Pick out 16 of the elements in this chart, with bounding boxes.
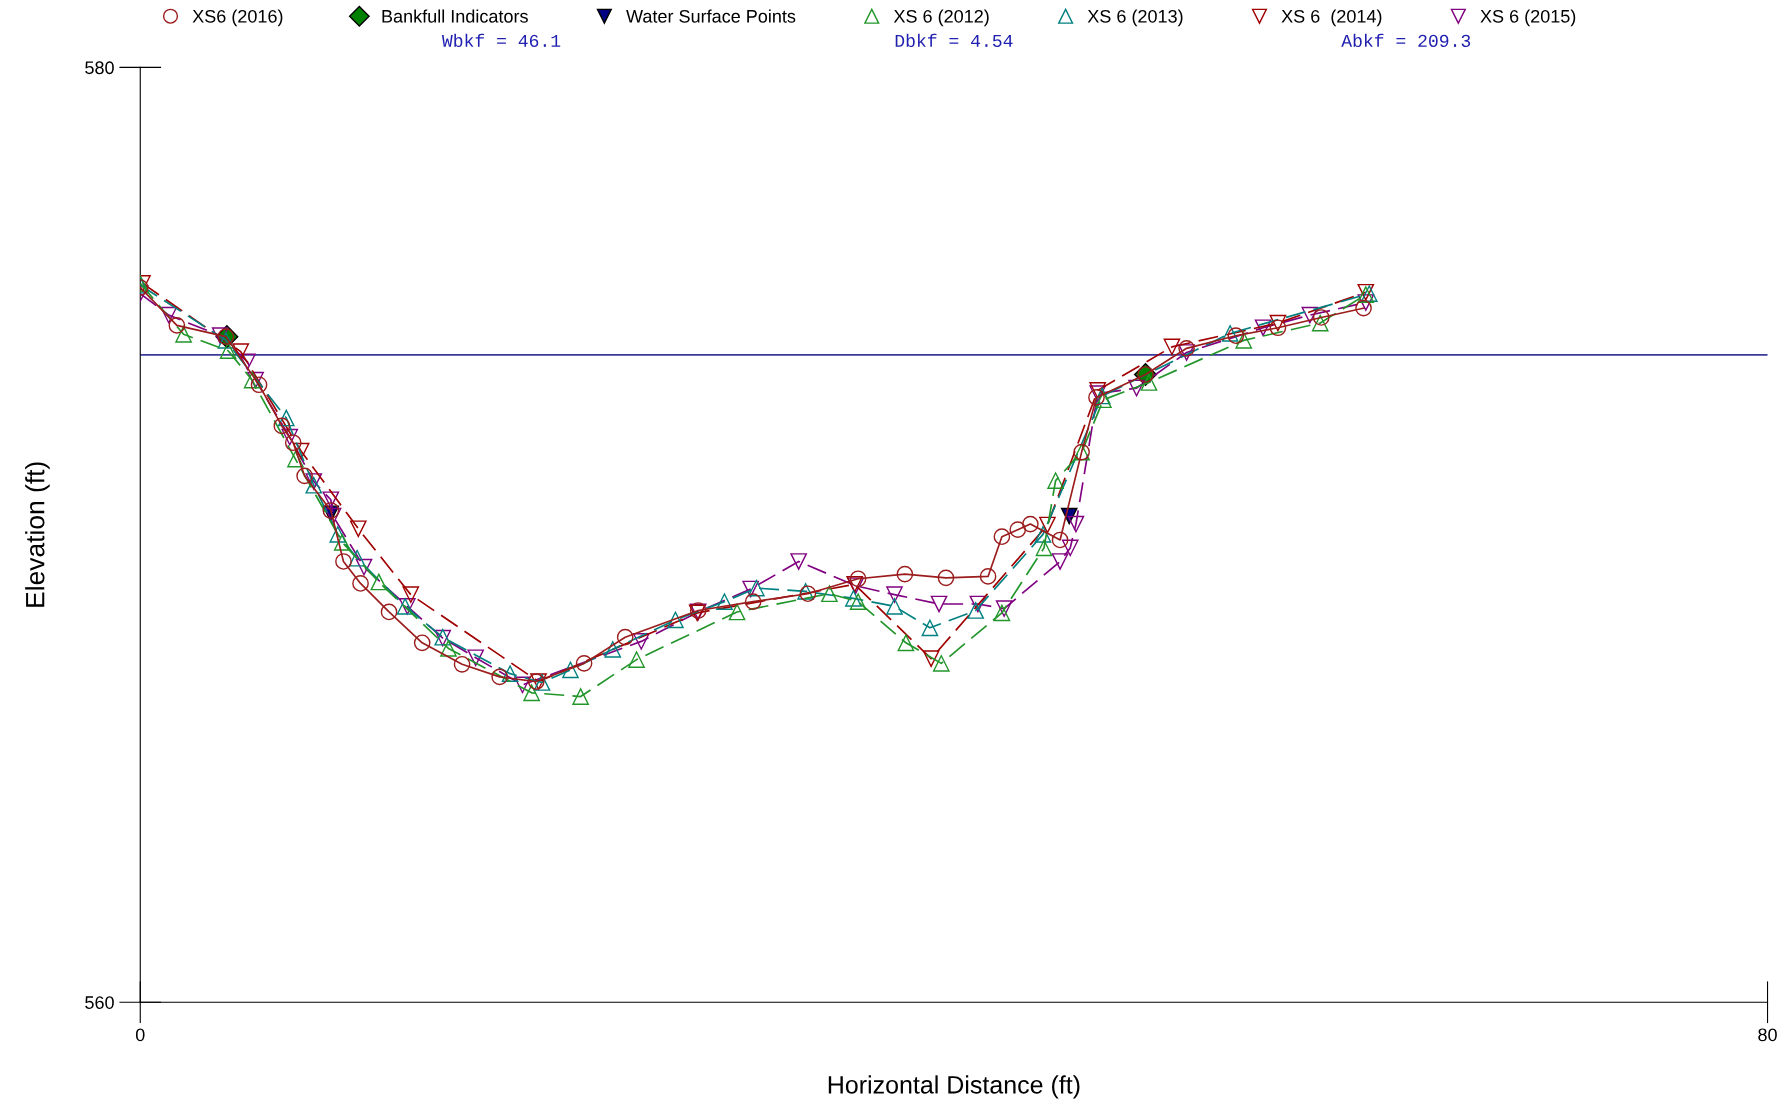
legend-label: XS 6 (2014) [1281,9,1382,27]
legend-label: XS 6 (2012) [893,9,989,27]
legend-label: XS6 (2016) [192,9,283,27]
text: Dbkf = 4.54 [895,33,1013,48]
x-tick-label: 80 [1758,1028,1777,1042]
x-axis-title: Horizontal Distance (ft) [828,1075,1080,1099]
legend-label: XS 6 (2013) [1087,9,1183,27]
legend-label: Water Surface Points [626,9,796,23]
y-tick-label: 560 [85,996,114,1009]
legend-label: Bankfull Indicators [382,9,528,23]
x-tick-label: 0 [135,1028,145,1042]
y-tick-label: 580 [85,61,114,75]
legend-label: XS 6 (2015) [1480,9,1576,27]
text: Abkf = 209.3 [1341,33,1471,48]
y-axis-title: Elevation (ft) [25,462,50,607]
text: Wbkf = 46.1 [441,33,561,48]
